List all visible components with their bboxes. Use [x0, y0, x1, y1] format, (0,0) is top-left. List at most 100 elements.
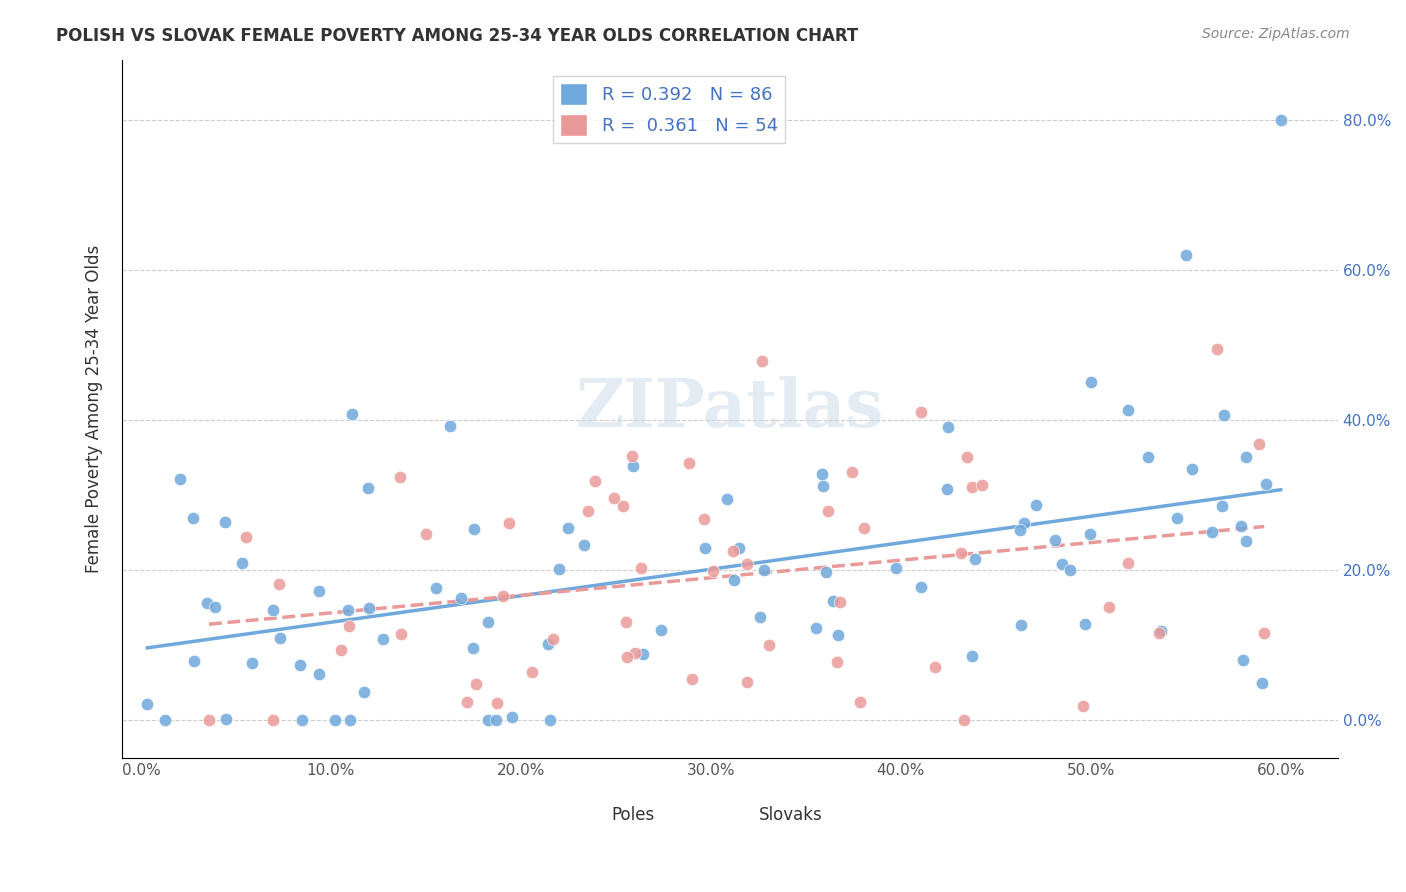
Legend: R = 0.392   N = 86, R =  0.361   N = 54: R = 0.392 N = 86, R = 0.361 N = 54 [553, 76, 785, 143]
Point [1213, 409, 1236, 423]
Point [501, 710, 523, 724]
Point [388, 470, 411, 484]
Point [330, 643, 353, 657]
Point [721, 544, 744, 558]
Point [183, 654, 205, 668]
Point [813, 479, 835, 493]
Point [136, 697, 159, 711]
Point [371, 632, 394, 647]
Point [1010, 618, 1032, 632]
Point [621, 449, 644, 463]
Point [291, 713, 314, 727]
Point [1253, 625, 1275, 640]
Point [337, 603, 360, 617]
Point [485, 696, 508, 710]
Point [1071, 699, 1094, 714]
Point [425, 581, 447, 595]
Point [583, 474, 606, 488]
Point [804, 621, 827, 635]
Point [811, 467, 834, 482]
Point [450, 591, 472, 606]
Point [723, 574, 745, 588]
Point [1147, 625, 1170, 640]
Point [1201, 524, 1223, 539]
Point [815, 565, 838, 579]
Point [650, 623, 672, 637]
Point [1254, 477, 1277, 491]
Point [1074, 617, 1097, 632]
Point [198, 713, 221, 727]
Point [841, 465, 863, 479]
Point [616, 650, 638, 665]
Point [960, 480, 983, 494]
Point [195, 596, 218, 610]
Point [603, 491, 626, 506]
Point [356, 481, 378, 495]
Point [1166, 511, 1188, 525]
Point [498, 516, 520, 530]
Point [477, 713, 499, 727]
Point [621, 459, 644, 474]
Point [751, 354, 773, 368]
Point [827, 655, 849, 669]
Point [716, 491, 738, 506]
Point [1234, 450, 1257, 465]
Text: Slovaks: Slovaks [759, 806, 823, 824]
Point [1181, 462, 1204, 476]
Point [215, 712, 238, 726]
Point [735, 674, 758, 689]
Point [572, 538, 595, 552]
Point [477, 615, 499, 629]
Point [949, 545, 972, 559]
Point [702, 565, 724, 579]
Point [1045, 533, 1067, 547]
Point [1211, 500, 1233, 514]
Point [520, 665, 543, 680]
Point [1247, 437, 1270, 451]
Point [543, 632, 565, 646]
Point [456, 695, 478, 709]
Point [288, 657, 311, 672]
Point [337, 619, 360, 633]
Point [1232, 653, 1254, 667]
Point [1008, 523, 1031, 537]
Point [935, 482, 957, 496]
Point [389, 627, 412, 641]
Point [1136, 450, 1159, 465]
Text: POLISH VS SLOVAK FEMALE POVERTY AMONG 25-34 YEAR OLDS CORRELATION CHART: POLISH VS SLOVAK FEMALE POVERTY AMONG 25… [56, 27, 859, 45]
Point [1270, 112, 1292, 127]
Point [910, 405, 932, 419]
Point [970, 477, 993, 491]
Point [1174, 248, 1197, 262]
Point [681, 672, 703, 686]
Point [153, 713, 176, 727]
Point [624, 646, 647, 660]
Point [463, 522, 485, 536]
Point [692, 511, 714, 525]
Point [269, 632, 291, 646]
Point [1052, 557, 1074, 571]
Point [678, 456, 700, 470]
Point [752, 563, 775, 577]
Point [849, 695, 872, 709]
Point [240, 656, 263, 670]
Point [536, 637, 558, 651]
Point [357, 600, 380, 615]
Point [614, 615, 637, 630]
Point [1025, 498, 1047, 512]
Point [491, 589, 513, 603]
Point [547, 562, 569, 576]
Point [1080, 376, 1102, 390]
Point [828, 595, 851, 609]
Point [308, 584, 330, 599]
Point [728, 541, 751, 556]
Point [1234, 534, 1257, 549]
Point [827, 627, 849, 641]
Point [936, 419, 959, 434]
Point [204, 600, 226, 615]
Point [576, 503, 599, 517]
Point [960, 648, 983, 663]
Point [748, 610, 770, 624]
Point [339, 713, 361, 727]
FancyBboxPatch shape [717, 818, 766, 838]
